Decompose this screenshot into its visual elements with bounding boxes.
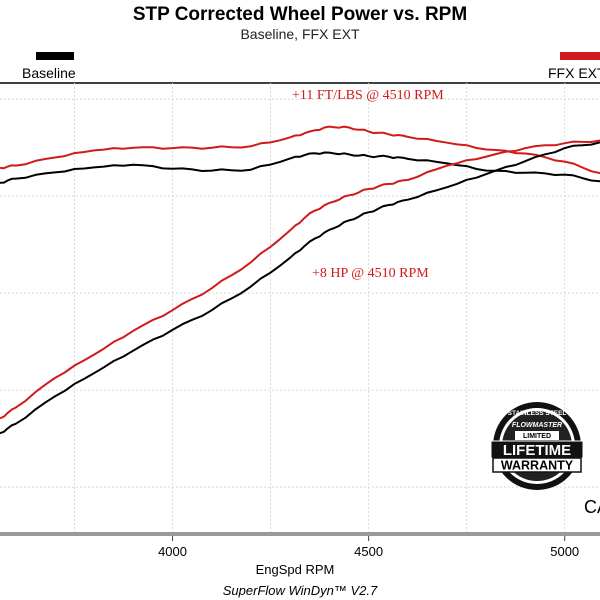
footer-software: SuperFlow WinDyn™ V2.7: [223, 583, 378, 598]
series-line-baseline-power: [0, 141, 600, 435]
series-line-baseline-torque: [0, 151, 600, 184]
chart-subtitle: Baseline, FFX EXT: [240, 26, 359, 42]
badge-top-text: STAINLESS STEEL: [508, 410, 567, 417]
x-axis-label: EngSpd RPM: [256, 562, 335, 577]
series-line-ffx-ext-power: [0, 139, 600, 420]
grid: [0, 83, 600, 532]
x-tick-label-4500: 4500: [354, 544, 383, 559]
corner-text: CA: [584, 497, 600, 517]
legend-label-ffx-ext: FFX EXT: [548, 65, 600, 81]
legend-swatch-baseline: [36, 52, 74, 60]
series-line-ffx-ext-torque: [0, 125, 600, 175]
legend-label-baseline: Baseline: [22, 65, 76, 81]
badge-line1: LIFETIME: [503, 442, 571, 459]
badge-line2-bg: [492, 457, 582, 473]
legend-swatch-ffx-ext: [560, 52, 600, 60]
series-layer: [0, 125, 600, 435]
annotation-torque-gain: +11 FT/LBS @ 4510 RPM: [292, 88, 444, 103]
badge-brand: FLOWMASTER: [512, 422, 562, 429]
x-tick-label-4000: 4000: [158, 544, 187, 559]
x-tick-label-5000: 5000: [550, 544, 579, 559]
badge-ribbon-text: LIMITED: [523, 433, 551, 440]
annotation-power-gain: +8 HP @ 4510 RPM: [312, 266, 429, 281]
lifetime-warranty-badge: STAINLESS STEEL FLOWMASTER LIMITED LIFET…: [490, 402, 584, 490]
badge-ribbon: [515, 431, 559, 440]
x-axis-bar: [0, 532, 600, 536]
chart-title: STP Corrected Wheel Power vs. RPM: [133, 4, 467, 25]
x-ticks: 4000 4500 5000: [158, 536, 579, 559]
badge-line2: WARRANTY: [501, 459, 574, 473]
